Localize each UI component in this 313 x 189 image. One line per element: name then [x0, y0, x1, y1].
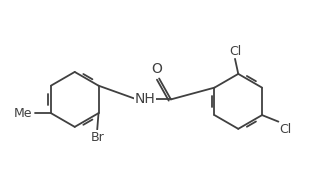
Text: Me: Me — [14, 107, 33, 120]
Text: Br: Br — [90, 131, 104, 144]
Text: Cl: Cl — [229, 45, 241, 57]
Text: Cl: Cl — [280, 123, 292, 136]
Text: NH: NH — [134, 92, 155, 106]
Text: O: O — [151, 62, 162, 76]
